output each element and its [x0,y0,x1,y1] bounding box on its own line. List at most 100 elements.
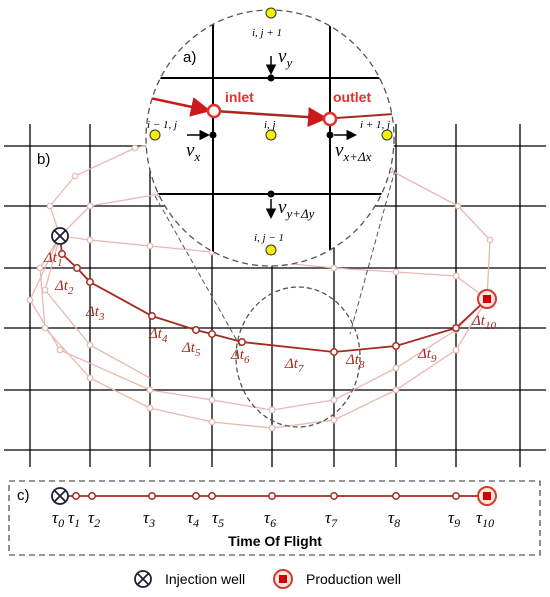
streamline-node [452,324,460,332]
injection-well [51,227,69,245]
faint-node [268,424,276,432]
streamline-node [192,326,200,334]
panel-c-label: c) [17,487,30,504]
faint-node [486,236,494,244]
vx-label: vx [186,140,200,164]
faint-node [86,236,94,244]
tof-tau-label: τ6 [264,508,276,530]
tof-tau-label: τ10 [476,508,494,530]
faint-node [131,144,139,152]
faint-node [392,364,400,372]
faint-node [454,202,462,210]
legend-injection-label: Injection well [165,571,245,587]
dt-label: Δt2 [54,278,74,297]
tof-panel-frame [8,480,541,556]
faint-node [56,346,64,354]
background-streamline-nodes [26,144,494,432]
faint-node [26,296,34,304]
streamline-node [238,338,246,346]
tof-tau-label: τ5 [212,508,224,530]
tof-node [330,492,338,500]
faint-node [330,416,338,424]
faint-node [146,386,154,394]
cell-center-middle [265,129,277,141]
faint-node [41,286,49,294]
faint-node [330,396,338,404]
tof-production-well [477,486,497,506]
faint-node [330,264,338,272]
tof-tau-label: τ3 [143,508,155,530]
face-node-top [267,74,275,82]
faint-node [86,374,94,382]
dt-label: Δt3 [85,304,105,323]
face-node-left [209,131,217,139]
streamline-node [208,330,216,338]
cell-label-middle: i, j [264,119,276,131]
dt-label: Δt5 [181,340,201,359]
tof-title: Time Of Flight [228,533,322,549]
cell-center-top [265,7,277,19]
outlet-label: outlet [333,89,371,105]
faint-node [208,396,216,404]
faint-node [86,341,94,349]
streamline-node [73,264,81,272]
inlet-node [206,103,222,119]
tof-tau-label: τ7 [325,508,338,530]
dt-label: Δt7 [284,356,304,375]
dt-label: Δt10 [471,313,496,332]
face-node-right [326,131,334,139]
vydy-label: vy+Δy [278,197,315,221]
segment-time-labels: Δt1 Δt2 Δt3 Δt4 Δt5 Δt6 Δt7 Δt8 Δt9 Δt10 [43,250,496,375]
dt-label: Δt8 [345,352,365,371]
inlet-arrow [149,96,211,117]
inset-streamline [213,107,328,128]
legend-production-icon [273,569,293,589]
legend-production-label: Production well [306,571,401,587]
tof-node [192,492,200,500]
faint-node [452,346,460,354]
tof-node [392,492,400,500]
faint-node [392,268,400,276]
zoom-connectors [154,169,396,347]
cell-label-bottom: i, j − 1 [254,232,284,244]
outlet-exit-line [335,113,394,119]
faint-node [392,386,400,394]
tof-node [88,492,96,500]
faint-node [268,406,276,414]
streamline-node [148,312,156,320]
streamline-node [58,250,66,258]
zoom-region-circle [235,286,361,428]
cell-center-bottom [265,244,277,256]
vy-label: vy [278,46,292,70]
cell-center-left [149,129,161,141]
dt-label: Δt4 [148,326,168,345]
cell-label-right: i + 1, j [360,119,390,131]
production-well [477,289,497,309]
faint-node [36,264,44,272]
cell-label-left: i − 1, j [147,119,177,131]
faint-node [46,202,54,210]
tof-labels: τ0 τ1 τ2 τ3 τ4 τ5 τ6 τ7 τ8 τ9 τ10 [52,508,494,530]
face-node-bottom [267,190,275,198]
panel-a-label: a) [183,49,196,66]
dt-label: Δt9 [417,346,437,365]
tof-injection-well [51,487,69,505]
faint-node [208,418,216,426]
tof-tau-label: τ1 [68,508,80,530]
faint-streamline [44,235,151,379]
tof-tau-label: τ8 [388,508,400,530]
tof-node [72,492,80,500]
vxdx-label: vx+Δx [335,140,372,164]
tof-node [452,492,460,500]
tof-node [208,492,216,500]
tof-node [148,492,156,500]
inlet-label: inlet [225,89,254,105]
streamline-node [392,342,400,350]
tof-tau-label: τ0 [52,508,64,530]
faint-node [71,172,79,180]
streamline-node [86,278,94,286]
dt-label: Δt6 [230,347,250,366]
faint-node [41,324,49,332]
panel-b-label: b) [37,151,50,168]
